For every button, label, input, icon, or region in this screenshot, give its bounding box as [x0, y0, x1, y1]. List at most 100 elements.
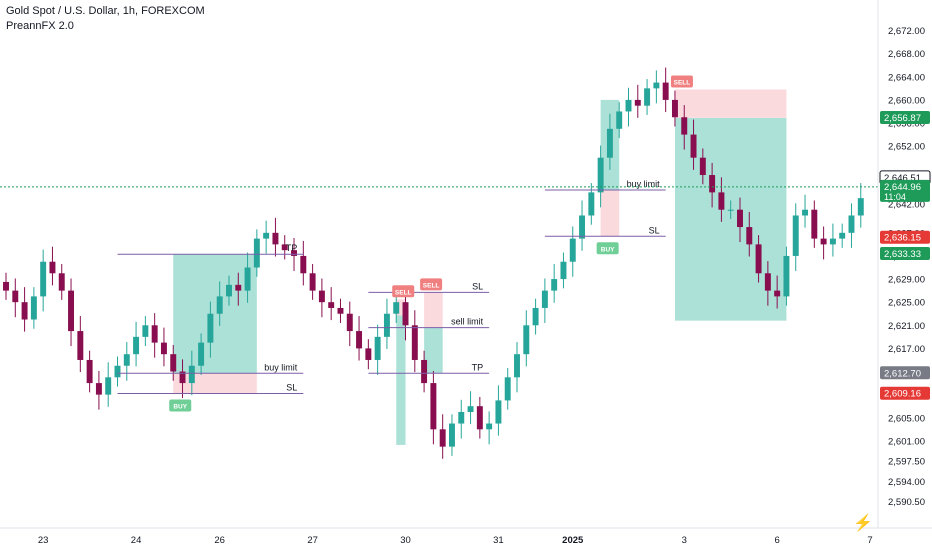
sl-zone	[396, 299, 406, 316]
candle-body	[523, 325, 530, 355]
y-tick-label: 2,629.00	[888, 275, 925, 286]
candle-body	[188, 365, 195, 384]
signal-badge	[596, 242, 619, 255]
price-tag-text: 2,633.33	[884, 249, 921, 260]
x-tick-label: 26	[214, 535, 225, 546]
candle-body	[829, 238, 836, 245]
signal-label: BUY	[173, 403, 187, 410]
y-tick-label: 2,668.00	[888, 49, 925, 60]
tv-logo-icon[interactable]: ⚡	[853, 513, 873, 532]
candle-body	[300, 255, 307, 274]
x-tick-label: 2025	[562, 535, 584, 546]
tp-zone	[396, 315, 406, 445]
candle-body	[541, 290, 548, 308]
candle-body	[179, 371, 186, 384]
x-tick-label: 3	[682, 535, 687, 546]
candle-body	[216, 296, 223, 314]
candle-body	[458, 411, 465, 424]
price-tag-text: 2,656.87	[884, 113, 921, 124]
candle-body	[226, 284, 232, 297]
candle-body	[802, 209, 808, 216]
level-label: TP	[472, 362, 484, 372]
trade-zones	[173, 89, 787, 445]
candle-body	[848, 215, 855, 233]
candle-body	[328, 302, 335, 308]
candle-body	[746, 227, 753, 245]
candle-body	[58, 273, 65, 291]
signal-badge	[420, 278, 443, 291]
tp-zone	[424, 327, 443, 374]
y-tick-label: 2,672.00	[888, 26, 925, 37]
candle-body	[681, 117, 688, 135]
candle-body	[430, 383, 437, 430]
candle-body	[3, 281, 9, 291]
price-tag	[880, 179, 930, 202]
candle-body	[764, 273, 771, 291]
candle-body	[77, 331, 84, 360]
candle-body	[606, 128, 613, 158]
candle-body	[597, 157, 604, 193]
candle-body	[383, 313, 390, 337]
candle-body	[811, 209, 818, 239]
level-label: SL	[286, 382, 297, 392]
level-label: SL	[649, 225, 660, 235]
candle-body	[699, 157, 706, 176]
x-tick-label: 6	[775, 535, 780, 546]
candle-body	[40, 261, 47, 297]
price-tag-text: 2,612.70	[884, 368, 921, 379]
y-tick-label: 2,664.00	[888, 72, 925, 83]
x-tick-label: 23	[38, 535, 49, 546]
candle-body	[709, 175, 716, 193]
sl-zone	[173, 373, 257, 394]
sl-zone	[424, 292, 443, 328]
level-label: TP	[286, 243, 298, 253]
candle-body	[263, 232, 270, 239]
candle-body	[662, 82, 669, 100]
candle-body	[653, 82, 660, 89]
candle-body	[569, 238, 576, 262]
candle-body	[671, 99, 678, 118]
candle-body	[439, 429, 446, 447]
candle-body	[755, 244, 762, 274]
x-tick-label: 30	[400, 535, 411, 546]
y-tick-label: 2,597.50	[888, 457, 925, 468]
candle-body	[114, 365, 121, 378]
y-tick-label: 2,605.00	[888, 413, 925, 424]
candle-body	[476, 406, 483, 430]
candle-body	[207, 313, 214, 343]
price-tag-text: 2,644.96	[884, 182, 921, 193]
y-tick-label: 2,590.50	[888, 497, 925, 508]
candle-body	[411, 325, 418, 360]
candle-body	[690, 134, 697, 158]
candle-body	[448, 423, 455, 447]
candle-body	[467, 406, 474, 412]
candle-body	[318, 290, 325, 303]
symbol-title[interactable]: Gold Spot / U.S. Dollar, 1h, FOREXCOM	[6, 5, 205, 17]
candle-body	[86, 359, 93, 384]
y-tick-label: 2,621.00	[888, 321, 925, 332]
candle-body	[774, 290, 781, 297]
candle-body	[49, 261, 56, 274]
signal-label: SELL	[395, 289, 412, 296]
tp-zone	[173, 254, 257, 374]
y-tick-label: 2,601.00	[888, 436, 925, 447]
indicator-name[interactable]: PreannFX 2.0	[6, 20, 74, 32]
candle-body	[356, 331, 363, 349]
candle-body	[792, 215, 799, 256]
candle-body	[133, 336, 140, 355]
candle-body	[272, 232, 279, 245]
price-tag-sub: 11:04	[884, 192, 906, 202]
candle-body	[21, 302, 28, 320]
candle-body	[737, 209, 743, 228]
candle-body	[68, 290, 75, 332]
x-tick-label: 24	[131, 535, 142, 546]
price-tag	[880, 110, 930, 124]
x-tick-label: 31	[493, 535, 504, 546]
candle-body	[12, 290, 19, 303]
candle-body	[495, 400, 502, 424]
y-tick-label: 2,625.00	[888, 298, 925, 309]
candle-body	[532, 307, 539, 326]
price-tag	[880, 230, 930, 244]
